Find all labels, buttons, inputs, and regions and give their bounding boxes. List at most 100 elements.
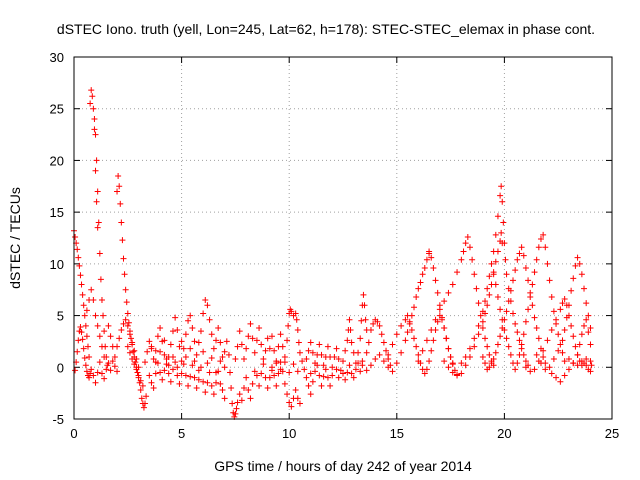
data-point: [348, 339, 355, 346]
data-point: [445, 345, 452, 352]
data-point: [94, 224, 101, 231]
data-point: [93, 157, 100, 164]
x-tick-label: 10: [282, 426, 296, 441]
data-point: [458, 256, 465, 263]
data-point: [355, 360, 362, 367]
data-point: [208, 382, 215, 389]
data-point: [421, 370, 428, 377]
data-point: [415, 285, 422, 292]
data-point: [540, 347, 547, 354]
data-point: [415, 358, 422, 365]
y-tick-label: 10: [50, 257, 64, 272]
data-point: [294, 395, 301, 402]
data-point: [462, 362, 469, 369]
data-point: [398, 349, 405, 356]
data-point: [204, 379, 211, 386]
data-point: [238, 397, 245, 404]
data-point: [97, 276, 104, 283]
data-point: [180, 345, 187, 352]
data-point: [258, 341, 265, 348]
data-point: [335, 356, 342, 363]
data-point: [81, 312, 88, 319]
data-point: [138, 395, 145, 402]
data-point: [256, 324, 263, 331]
data-point: [195, 339, 202, 346]
data-point: [117, 200, 124, 207]
data-point: [169, 366, 176, 373]
data-point: [423, 337, 430, 344]
data-point: [82, 362, 89, 369]
data-point: [494, 341, 501, 348]
data-point: [559, 300, 566, 307]
data-point: [130, 348, 137, 355]
data-point: [299, 358, 306, 365]
data-point: [95, 219, 102, 226]
data-point: [542, 244, 549, 251]
data-point: [365, 339, 372, 346]
data-point: [86, 374, 93, 381]
y-tick-label: 5: [57, 309, 64, 324]
data-point: [346, 362, 353, 369]
data-point: [241, 384, 248, 391]
data-point: [583, 300, 590, 307]
data-point: [92, 167, 99, 174]
data-point: [154, 333, 161, 340]
data-point: [247, 320, 254, 327]
data-point: [277, 331, 284, 338]
data-point: [140, 404, 147, 411]
data-point: [406, 318, 413, 325]
data-point: [498, 229, 505, 236]
data-point: [100, 312, 107, 319]
data-point: [411, 304, 418, 311]
data-point: [200, 348, 207, 355]
data-point: [557, 306, 564, 313]
data-point: [378, 331, 385, 338]
data-point: [548, 370, 555, 377]
x-axis-label: GPS time / hours of day 242 of year 2014: [214, 458, 472, 474]
data-point: [123, 299, 130, 306]
data-point: [492, 258, 499, 265]
data-point: [583, 316, 590, 323]
data-point: [80, 345, 87, 352]
data-point: [475, 331, 482, 338]
data-point: [90, 105, 97, 112]
data-point: [486, 351, 493, 358]
data-point: [86, 353, 93, 360]
data-point: [505, 343, 512, 350]
data-point: [294, 327, 301, 334]
data-point: [347, 327, 354, 334]
data-point: [484, 285, 491, 292]
data-point: [275, 370, 282, 377]
data-point: [385, 364, 392, 371]
data-point: [126, 349, 133, 356]
data-point: [150, 356, 157, 363]
data-point: [518, 341, 525, 348]
data-point: [81, 354, 88, 361]
data-point: [568, 322, 575, 329]
data-point: [587, 324, 594, 331]
data-point: [76, 262, 83, 269]
data-point: [294, 368, 301, 375]
plot-frame: [73, 56, 613, 420]
data-point: [152, 370, 159, 377]
data-point: [475, 322, 482, 329]
data-point: [264, 384, 271, 391]
data-point: [574, 362, 581, 369]
data-point: [340, 370, 346, 377]
data-point: [419, 271, 426, 278]
y-axis-label: dSTEC / TECUs: [7, 187, 23, 289]
data-point: [178, 358, 185, 365]
data-point: [585, 312, 592, 319]
data-point: [514, 360, 521, 367]
data-point: [219, 353, 226, 360]
data-point: [372, 356, 379, 363]
data-point: [492, 349, 499, 356]
data-point: [348, 370, 355, 377]
data-point: [114, 188, 121, 195]
data-point: [479, 308, 486, 315]
data-point: [189, 324, 196, 331]
data-points: [71, 87, 595, 420]
data-point: [428, 327, 435, 334]
data-point: [107, 333, 114, 340]
